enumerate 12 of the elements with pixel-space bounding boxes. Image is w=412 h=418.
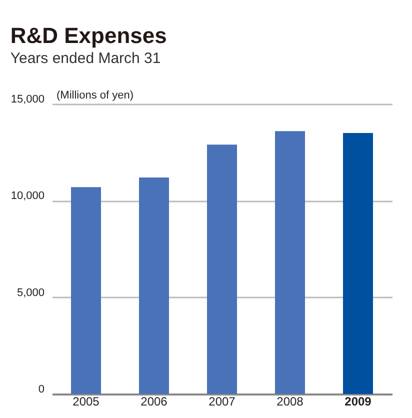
- y-tick-label: 15,000: [10, 94, 44, 106]
- x-tick-label: 2007: [208, 394, 236, 408]
- y-axis-title: (Millions of yen): [56, 90, 134, 102]
- x-tick-label: 2009: [344, 394, 372, 408]
- chart-title: R&D Expenses: [10, 23, 167, 48]
- y-tick-label: 5,000: [16, 286, 44, 299]
- y-tick-label: 0: [38, 384, 44, 396]
- chart-subtitle: Years ended March 31: [10, 50, 161, 67]
- x-tick-label: 2006: [140, 394, 168, 408]
- y-tick-label: 10,000: [10, 190, 44, 202]
- x-tick-label: 2008: [276, 394, 304, 408]
- x-tick-label: 2005: [72, 394, 100, 408]
